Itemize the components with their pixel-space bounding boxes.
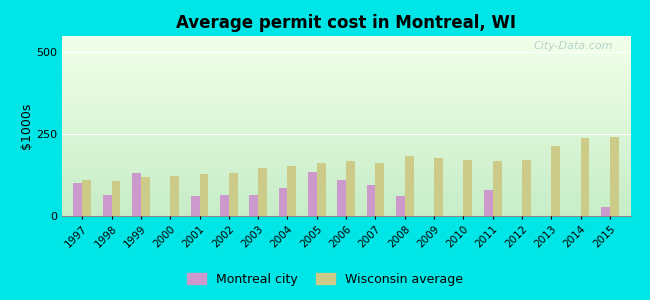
Bar bbox=[405, 156, 413, 216]
Bar bbox=[463, 160, 472, 216]
Bar bbox=[601, 207, 610, 216]
Bar bbox=[250, 195, 258, 216]
Bar bbox=[610, 137, 619, 216]
Bar bbox=[141, 177, 150, 216]
Bar bbox=[220, 195, 229, 216]
Bar bbox=[229, 173, 238, 216]
Bar bbox=[83, 180, 91, 216]
Y-axis label: $1000s: $1000s bbox=[20, 103, 33, 149]
Bar bbox=[580, 138, 590, 216]
Bar bbox=[522, 160, 531, 216]
Bar bbox=[317, 163, 326, 216]
Bar bbox=[132, 173, 141, 216]
Bar bbox=[103, 195, 112, 216]
Bar bbox=[367, 185, 376, 216]
Text: City-Data.com: City-Data.com bbox=[534, 41, 614, 51]
Bar bbox=[112, 181, 120, 216]
Bar bbox=[279, 188, 287, 216]
Bar bbox=[258, 168, 267, 216]
Bar bbox=[484, 190, 493, 216]
Bar bbox=[434, 158, 443, 216]
Bar bbox=[200, 174, 209, 216]
Bar bbox=[170, 176, 179, 216]
Bar bbox=[551, 146, 560, 216]
Legend: Montreal city, Wisconsin average: Montreal city, Wisconsin average bbox=[182, 268, 468, 291]
Bar bbox=[346, 161, 355, 216]
Bar bbox=[73, 183, 83, 216]
Bar bbox=[376, 163, 384, 216]
Title: Average permit cost in Montreal, WI: Average permit cost in Montreal, WI bbox=[176, 14, 516, 32]
Bar bbox=[190, 196, 200, 216]
Bar bbox=[287, 166, 296, 216]
Bar bbox=[396, 196, 405, 216]
Bar bbox=[308, 172, 317, 216]
Bar bbox=[337, 180, 346, 216]
Bar bbox=[493, 161, 502, 216]
